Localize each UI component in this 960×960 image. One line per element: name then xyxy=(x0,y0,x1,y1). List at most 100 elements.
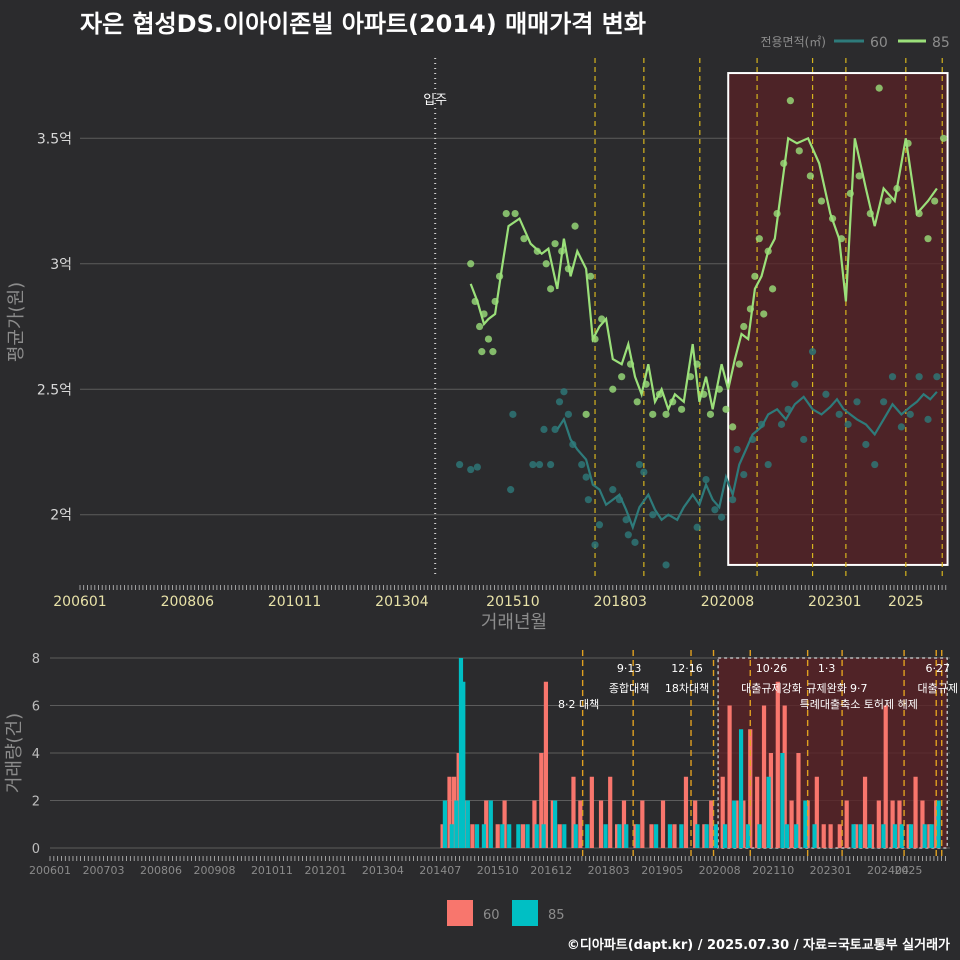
volume-bar-60 xyxy=(775,681,780,848)
legend-label-60: 60 xyxy=(483,908,500,923)
volume-bar-60 xyxy=(660,800,666,848)
volume-bar-85 xyxy=(534,824,539,848)
y-axis-title: 평균가(원) xyxy=(6,282,27,362)
volume-legend: 60 85 xyxy=(447,900,565,926)
data-point-85 xyxy=(931,197,939,205)
data-point-60 xyxy=(584,496,592,504)
data-point-60 xyxy=(662,561,670,569)
volume-bar-60 xyxy=(883,705,888,848)
data-point-60 xyxy=(906,410,914,418)
volume-bar-60 xyxy=(571,776,576,848)
volume-bar-60 xyxy=(672,824,677,848)
data-point-60 xyxy=(555,398,564,406)
data-point-60 xyxy=(853,398,861,406)
volume-bar-85 xyxy=(516,824,521,848)
data-point-60 xyxy=(509,410,517,418)
x-tick-label: 202008 xyxy=(701,594,754,610)
data-point-85 xyxy=(735,360,743,368)
volume-axes: 0 2 4 6 8 200601 200703 200806 200908 201011 20120… xyxy=(4,652,946,877)
source-footer: ©디아파트(dapt.kr) / 2025.07.30 / 자료=국토교통부 실… xyxy=(566,938,950,953)
data-point-85 xyxy=(489,348,497,356)
volume-bar-85 xyxy=(654,824,659,848)
volume-bar-60 xyxy=(782,705,787,848)
volume-bar-85 xyxy=(541,824,546,848)
volume-bar-60 xyxy=(470,824,475,848)
volume-y-tick-label: 6 xyxy=(32,700,40,715)
volume-x-tick-label: 200601 xyxy=(29,864,71,877)
data-point-85 xyxy=(729,423,737,431)
volume-bar-60 xyxy=(693,800,698,848)
volume-x-tick-label: 201011 xyxy=(251,864,293,877)
volume-bar-60 xyxy=(748,729,753,848)
volume-bar-85 xyxy=(803,800,808,848)
volume-bar-85 xyxy=(929,824,934,848)
volume-bar-60 xyxy=(844,800,849,848)
volume-x-tick-label: 201803 xyxy=(588,864,630,877)
legend-label-85: 85 xyxy=(932,35,950,51)
data-point-60 xyxy=(764,460,772,469)
volume-bar-85 xyxy=(553,800,558,848)
data-point-85 xyxy=(795,147,803,155)
volume-highlight-box xyxy=(717,657,948,849)
legend-title: 전용면적(㎡) xyxy=(760,35,826,49)
volume-bar-60 xyxy=(890,800,895,848)
volume-bar-85 xyxy=(465,800,470,848)
data-point-60 xyxy=(622,516,630,524)
volume-bar-85 xyxy=(812,824,817,848)
volume-bar-60 xyxy=(539,753,544,848)
volume-y-tick-label: 2 xyxy=(32,795,40,810)
volume-bar-60 xyxy=(805,800,810,848)
data-point-85 xyxy=(571,222,579,230)
data-point-60 xyxy=(578,460,586,469)
volume-x-tick-label: 201510 xyxy=(477,864,519,877)
data-point-60 xyxy=(540,425,548,434)
data-point-85 xyxy=(755,235,763,243)
data-point-60 xyxy=(897,423,905,431)
volume-bar-85 xyxy=(784,824,790,848)
y-tick-label: 2억 xyxy=(50,508,72,524)
volume-bar-60 xyxy=(589,776,594,848)
event-label: 대출규제 xyxy=(917,682,957,695)
price-series xyxy=(456,84,948,569)
data-point-85 xyxy=(586,272,595,280)
data-point-60 xyxy=(800,435,808,444)
x-tick-label: 200806 xyxy=(161,594,215,610)
volume-bar-60 xyxy=(598,800,604,848)
volume-bar-60 xyxy=(828,824,833,848)
data-point-60 xyxy=(467,465,475,474)
volume-bar-60 xyxy=(702,824,707,848)
volume-bar-60 xyxy=(853,824,858,848)
data-point-60 xyxy=(702,476,710,484)
volume-bar-85 xyxy=(525,824,530,848)
y-tick-label: 3억 xyxy=(50,257,72,273)
volume-bar-60 xyxy=(796,753,801,848)
x-tick-label: 202301 xyxy=(808,594,861,610)
y-tick-label: 3.5억 xyxy=(37,131,72,147)
chart-title: 자은 협성DS.이아이존빌 아파트(2014) 매매가격 변화 xyxy=(80,10,646,38)
event-label: 6·27 xyxy=(925,662,950,675)
volume-bar-60 xyxy=(520,824,526,848)
volume-bar-60 xyxy=(897,800,902,848)
data-point-60 xyxy=(535,460,544,469)
data-point-85 xyxy=(760,310,768,318)
data-point-60 xyxy=(529,460,537,469)
volume-bar-60 xyxy=(495,824,500,848)
volume-bar-60 xyxy=(649,824,654,848)
data-point-85 xyxy=(817,197,826,205)
volume-bar-85 xyxy=(780,753,785,848)
volume-bar-85 xyxy=(922,824,927,848)
legend-label-85: 85 xyxy=(548,908,565,923)
volume-bar-85 xyxy=(481,824,487,848)
volume-bar-60 xyxy=(447,776,452,848)
volume-bar-60 xyxy=(683,776,689,848)
volume-x-tick-label: 2025 xyxy=(894,864,922,877)
volume-bar-85 xyxy=(500,824,505,848)
x-tick-label: 201510 xyxy=(486,594,539,610)
highlight-box xyxy=(727,72,949,566)
data-point-60 xyxy=(915,373,923,381)
x-axis-title: 거래년월 xyxy=(481,612,547,633)
data-point-85 xyxy=(467,260,475,268)
event-label: 종합대책 xyxy=(609,682,649,695)
data-point-85 xyxy=(875,84,883,92)
data-point-85 xyxy=(649,410,657,418)
